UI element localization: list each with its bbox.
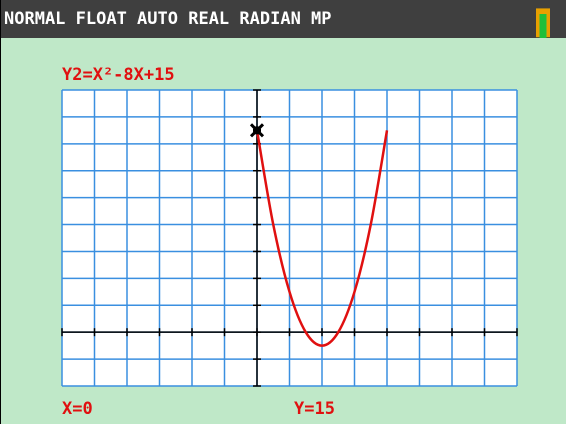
cursor-x-label: X=0 [62,399,93,419]
mode-text: NORMAL FLOAT AUTO REAL RADIAN MP [4,9,332,29]
cursor-y-label: Y=15 [294,399,335,419]
curve [255,130,389,347]
status-bar [0,0,566,38]
function-label: Y2=X²-8X+15 [62,65,175,85]
trace-cursor [249,123,265,138]
battery-icon [536,8,550,38]
